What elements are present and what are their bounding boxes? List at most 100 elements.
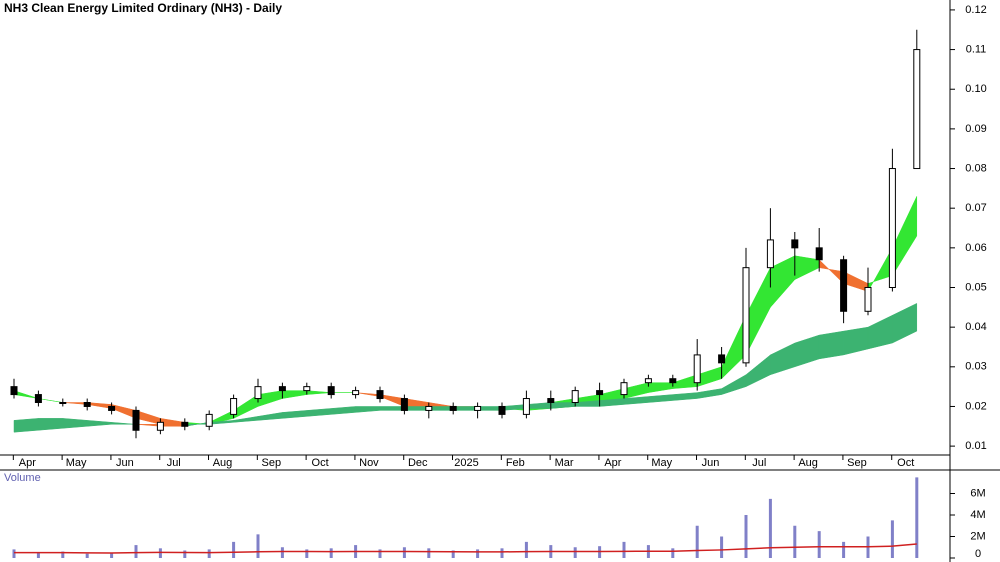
ribbons <box>13 196 918 433</box>
y-tick-label: 0.06 <box>965 242 986 254</box>
candle-body <box>254 386 262 400</box>
candle-body <box>10 386 18 396</box>
y-tick-label: 0.07 <box>965 202 986 214</box>
candle-body <box>59 402 67 404</box>
x-tick-label: 2025 <box>454 457 478 469</box>
y-tick-label: 0.01 <box>965 440 986 452</box>
ribbon-segment <box>818 330 844 360</box>
candle-body <box>888 168 896 288</box>
candle-body <box>181 421 189 427</box>
volume-bar <box>476 549 480 558</box>
volume-bar <box>720 536 724 558</box>
volume-bar <box>451 550 455 558</box>
candle-body <box>571 390 579 404</box>
y-tick-label: 0 <box>975 548 981 560</box>
volume-bar <box>402 547 406 558</box>
chart-title: NH3 Clean Energy Limited Ordinary (NH3) … <box>4 1 282 15</box>
ribbon-segment <box>379 406 405 411</box>
candle-body <box>327 386 335 396</box>
candle-body <box>449 405 457 411</box>
volume-bar <box>378 549 382 558</box>
volume-bar <box>183 550 187 558</box>
candle-body <box>864 287 872 312</box>
volume-bar <box>768 498 772 558</box>
volume-bar <box>158 548 162 558</box>
candle-body <box>303 386 311 392</box>
candle-body <box>815 247 823 261</box>
candle-body <box>547 398 555 404</box>
ribbon-segment <box>428 406 454 411</box>
candle-body <box>34 394 42 404</box>
candle-body <box>474 405 482 411</box>
ribbon-segment <box>452 406 478 411</box>
candle-body <box>791 239 799 249</box>
candle-body <box>278 386 286 392</box>
candle-body <box>376 390 384 400</box>
volume-average <box>14 543 917 554</box>
candle-body <box>742 267 750 364</box>
volume-bar <box>280 547 284 558</box>
candle-body <box>693 354 701 384</box>
x-tick-label: Oct <box>897 457 914 469</box>
volume-bar <box>61 551 65 558</box>
candle-body <box>400 398 408 411</box>
volume-bar <box>207 549 211 558</box>
volume-bar <box>256 534 260 558</box>
x-tick-label: Aug <box>798 457 818 469</box>
ribbon-segment <box>38 418 64 431</box>
candle-body <box>766 239 774 269</box>
ribbon-segment <box>62 418 88 429</box>
candle-body <box>205 413 213 427</box>
candle-body <box>108 405 116 411</box>
ribbon-segment <box>160 424 186 427</box>
x-tick-label: Nov <box>359 457 379 469</box>
volume-bar <box>573 547 577 558</box>
x-tick-label: Mar <box>555 457 574 469</box>
x-tick-label: Apr <box>19 457 36 469</box>
candle-body <box>840 259 848 312</box>
volume-bar <box>695 525 699 558</box>
candle-body <box>230 398 238 415</box>
volume-bar <box>817 531 821 558</box>
x-tick-label: Feb <box>506 457 525 469</box>
y-tick-label: 6M <box>970 487 985 499</box>
volume-bar <box>36 552 40 558</box>
volume-bar <box>890 520 894 558</box>
volume-bar <box>524 541 528 558</box>
volume-bar <box>744 515 748 558</box>
volume-bar <box>915 477 919 558</box>
ribbon-segment <box>892 302 918 344</box>
volume-bar <box>329 548 333 558</box>
y-tick-label: 0.02 <box>965 400 986 412</box>
y-tick-label: 0.12 <box>965 4 986 16</box>
volume-bar <box>842 541 846 558</box>
x-tick-label: Jul <box>167 457 181 469</box>
candle-body <box>425 405 433 411</box>
x-tick-label: Jun <box>702 457 720 469</box>
candle-body <box>620 382 628 396</box>
x-tick-label: May <box>66 457 87 469</box>
y-tick-label: 0.04 <box>965 321 986 333</box>
candle-body <box>156 421 164 431</box>
y-tick-label: 0.10 <box>965 83 986 95</box>
volume-bar <box>622 541 626 558</box>
volume-bar <box>232 541 236 558</box>
candle-body <box>83 402 91 407</box>
candle-body <box>498 405 506 415</box>
volume-bar <box>305 549 309 558</box>
x-tick-label: Oct <box>312 457 329 469</box>
ribbon-segment <box>111 422 137 425</box>
y-tick-label: 0.03 <box>965 361 986 373</box>
y-tick-label: 0.09 <box>965 123 986 135</box>
x-tick-label: Aug <box>213 457 233 469</box>
axes: 0.01 0.02 0.03 0.04 0.05 0.06 0.07 0.08 0.09 0.10… <box>12 4 987 560</box>
candle-body <box>352 390 360 396</box>
volume-bar <box>671 548 675 558</box>
y-tick-label: 0.08 <box>965 162 986 174</box>
candle-body <box>669 378 677 384</box>
candle-body <box>644 378 652 384</box>
x-tick-label: Jul <box>752 457 766 469</box>
